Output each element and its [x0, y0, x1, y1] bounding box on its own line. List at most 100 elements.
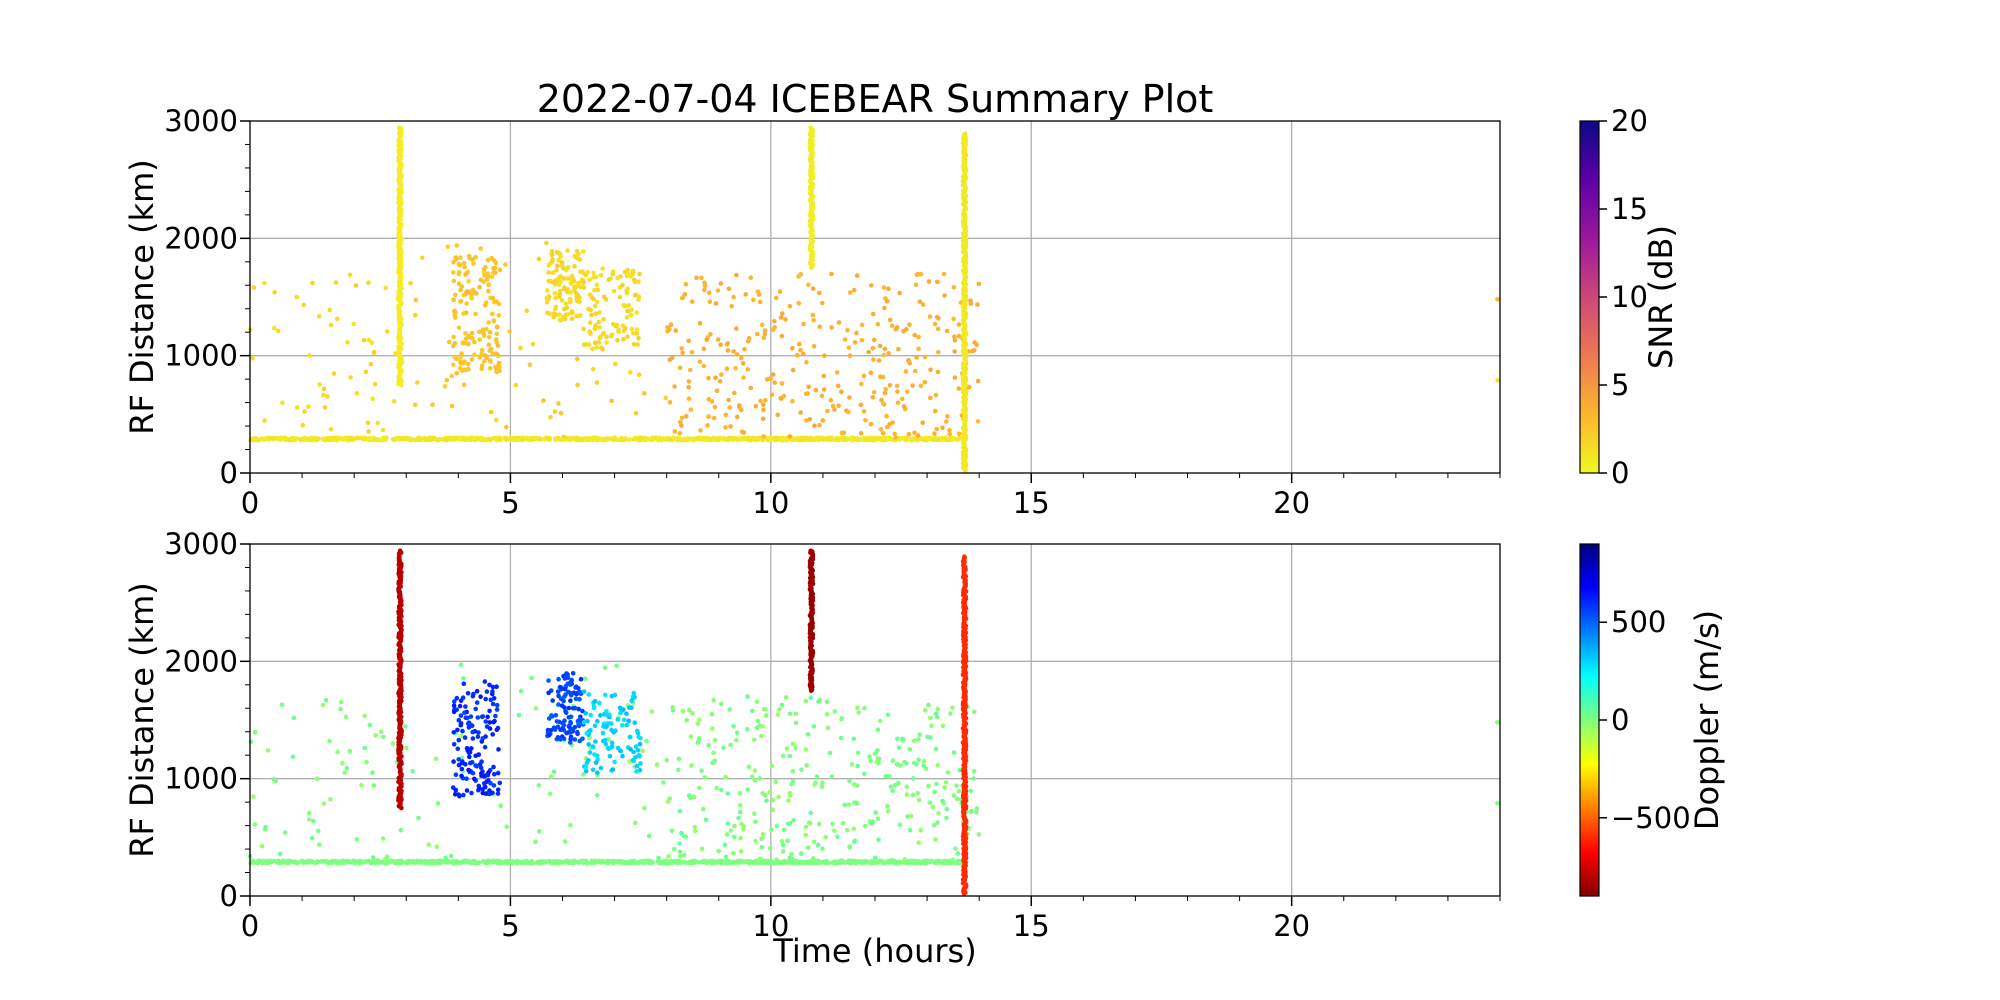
undefined-data-point — [334, 316, 340, 322]
undefined-data-point — [340, 860, 345, 865]
undefined-data-point — [369, 436, 375, 442]
undefined-data-point — [910, 436, 915, 441]
undefined-data-point — [910, 776, 916, 781]
undefined-data-point — [461, 681, 467, 686]
undefined-data-point — [589, 312, 594, 318]
undefined-data-point — [456, 717, 462, 723]
undefined-data-point — [487, 720, 493, 725]
undefined-data-point — [847, 778, 852, 784]
undefined-data-point — [434, 844, 440, 850]
undefined-data-point — [976, 281, 982, 287]
undefined-data-point — [684, 414, 689, 419]
undefined-data-point — [494, 325, 500, 330]
undefined-data-point — [706, 743, 711, 748]
undefined-data-point — [890, 788, 895, 794]
undefined-data-point — [642, 391, 647, 396]
undefined-data-point — [622, 437, 628, 442]
undefined-data-point — [629, 307, 634, 313]
undefined-data-point — [726, 397, 731, 403]
undefined-data-point — [396, 125, 402, 131]
undefined-data-point — [335, 749, 340, 755]
undefined-data-point — [557, 312, 562, 318]
undefined-data-point — [767, 789, 773, 795]
undefined-data-point — [870, 311, 876, 317]
undefined-data-point — [262, 418, 267, 423]
undefined-data-point — [721, 745, 726, 750]
undefined-data-point — [380, 836, 386, 841]
undefined-data-point — [885, 803, 890, 809]
undefined-data-point — [486, 778, 491, 783]
undefined-data-point — [494, 684, 499, 689]
undefined-data-point — [775, 712, 781, 717]
undefined-data-point — [804, 763, 809, 768]
undefined-data-point — [707, 299, 713, 305]
undefined-data-point — [807, 417, 813, 422]
undefined-data-point — [606, 860, 612, 865]
undefined-data-point — [625, 271, 631, 277]
undefined-data-point — [279, 702, 285, 708]
undefined-data-point — [770, 327, 776, 332]
undefined-data-point — [489, 255, 495, 261]
undefined-data-point — [334, 860, 339, 865]
undefined-data-point — [880, 431, 886, 436]
undefined-data-point — [466, 437, 472, 442]
undefined-data-point — [578, 313, 583, 318]
undefined-data-point — [266, 435, 272, 441]
undefined-data-point — [302, 436, 308, 441]
undefined-data-point — [592, 303, 598, 309]
undefined-data-point — [471, 289, 477, 295]
undefined-data-point — [627, 758, 633, 764]
undefined-colorbar-tick-label: 20 — [1611, 104, 1648, 138]
undefined-data-point — [764, 798, 769, 804]
y-tick-label: 1000 — [164, 339, 238, 373]
undefined-data-point — [477, 285, 482, 290]
undefined-data-point — [905, 814, 910, 819]
undefined-data-point — [310, 280, 315, 286]
undefined-data-point — [384, 329, 390, 334]
undefined-data-point — [453, 257, 459, 262]
undefined-data-point — [947, 427, 952, 433]
undefined-data-point — [452, 354, 458, 360]
undefined-data-point — [806, 282, 811, 288]
undefined-data-point — [579, 436, 584, 442]
undefined-data-point — [882, 346, 888, 352]
undefined-data-point — [366, 429, 371, 434]
undefined-data-point — [484, 355, 489, 361]
undefined-data-point — [493, 260, 499, 266]
undefined-data-point — [614, 663, 619, 669]
undefined-data-point — [464, 788, 470, 793]
undefined-data-point — [863, 437, 868, 443]
undefined-colorbar-tick-label: 15 — [1611, 192, 1648, 226]
undefined-data-point — [702, 283, 708, 289]
undefined-data-point — [493, 337, 499, 342]
undefined-data-point — [737, 802, 743, 808]
doppler-points — [247, 548, 1500, 896]
undefined-data-point — [754, 699, 760, 705]
undefined-data-point — [676, 767, 681, 773]
undefined-data-point — [896, 860, 902, 865]
undefined-data-point — [477, 329, 482, 335]
undefined-data-point — [548, 260, 553, 266]
undefined-data-point — [793, 745, 798, 751]
undefined-data-point — [327, 738, 332, 744]
undefined-data-point — [761, 706, 767, 712]
undefined-data-point — [862, 771, 867, 777]
undefined-data-point — [484, 689, 490, 694]
undefined-data-point — [854, 801, 860, 806]
undefined-data-point — [451, 703, 457, 708]
undefined-data-point — [458, 354, 464, 360]
undefined-data-point — [934, 781, 939, 787]
undefined-data-point — [683, 281, 689, 287]
undefined-data-point — [634, 331, 640, 336]
undefined-data-point — [693, 828, 698, 834]
undefined-data-point — [956, 333, 962, 339]
undefined-data-point — [872, 337, 877, 343]
undefined-data-point — [468, 714, 474, 719]
undefined-data-point — [859, 381, 864, 387]
undefined-data-point — [798, 851, 804, 856]
undefined-data-point — [471, 691, 476, 697]
undefined-data-point — [474, 688, 480, 694]
undefined-data-point — [745, 367, 751, 372]
undefined-data-point — [635, 342, 640, 347]
undefined-data-point — [556, 401, 561, 406]
